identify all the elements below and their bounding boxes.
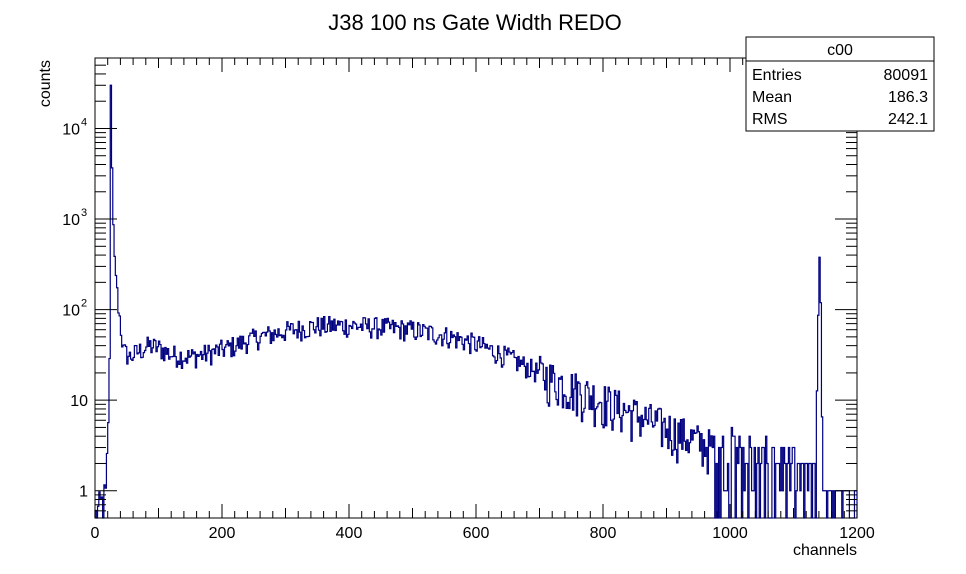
y-tick-label: 10 <box>62 303 80 320</box>
y-axis-label: counts <box>37 60 54 107</box>
y-tick-label: 10 <box>62 212 80 229</box>
x-tick-label: 600 <box>463 525 490 542</box>
y-tick-exponent: 3 <box>81 207 87 219</box>
y-tick-label: 10 <box>62 121 80 138</box>
stats-entries-value: 80091 <box>884 67 929 84</box>
y-tick-exponent: 4 <box>81 116 87 128</box>
y-tick-label: 10 <box>70 393 88 410</box>
stats-mean-value: 186.3 <box>888 89 928 106</box>
chart-title: J38 100 ns Gate Width REDO <box>328 10 621 35</box>
x-tick-label: 0 <box>91 525 100 542</box>
stats-box-title: c00 <box>827 42 853 59</box>
x-axis-label: channels <box>793 542 857 559</box>
x-tick-label: 1000 <box>712 525 748 542</box>
x-tick-label: 1200 <box>839 525 875 542</box>
stats-rms-value: 242.1 <box>888 111 928 128</box>
plot-area <box>94 57 858 519</box>
x-tick-label: 200 <box>209 525 236 542</box>
stats-box: c00 Entries 80091 Mean 186.3 RMS 242.1 <box>745 36 935 132</box>
x-tick-label: 800 <box>590 525 617 542</box>
x-tick-label: 400 <box>336 525 363 542</box>
stats-rms-label: RMS <box>752 111 788 128</box>
stats-mean-label: Mean <box>752 89 792 106</box>
stats-entries-label: Entries <box>752 67 802 84</box>
histogram-line <box>94 84 858 519</box>
stats-box-frame <box>745 36 935 132</box>
y-tick-exponent: 2 <box>81 298 87 310</box>
y-tick-label: 1 <box>79 484 88 501</box>
